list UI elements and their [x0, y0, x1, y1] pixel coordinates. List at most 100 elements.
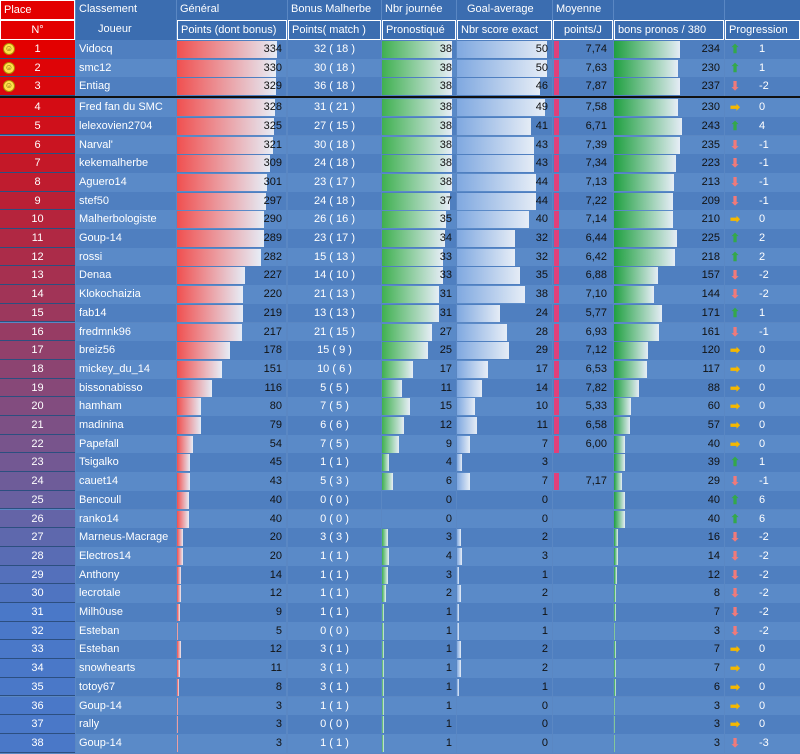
goal-average: 7 [457, 434, 552, 454]
place-number: 37 [31, 718, 44, 731]
player-name[interactable]: breiz56 [76, 341, 176, 360]
player-name[interactable]: Esteban [76, 621, 176, 641]
header-bons-blank [614, 0, 724, 20]
bons-pronos: 235 [614, 135, 724, 155]
bons-pronos-bar [614, 136, 680, 154]
general-points-value: 309 [263, 157, 282, 170]
general-points-value: 79 [269, 419, 282, 431]
progression: ⬇ -1 [725, 322, 800, 342]
player-name[interactable]: Goup-14 [76, 696, 176, 716]
place-number: 8 [34, 175, 41, 188]
player-name[interactable]: ranko14 [76, 509, 176, 529]
general-points: 321 [177, 135, 286, 155]
moyenne [553, 640, 613, 660]
nbr-journee-bar [382, 136, 452, 154]
nbr-journee: 1 [382, 733, 456, 753]
player-name[interactable]: totoy67 [76, 677, 176, 697]
moyenne [553, 696, 613, 716]
player-name[interactable]: hamham [76, 397, 176, 416]
general-points: 116 [177, 378, 286, 398]
general-points: 12 [177, 640, 286, 660]
bons-pronos-value: 16 [707, 531, 720, 544]
nbr-journee: 15 [382, 397, 456, 416]
player-name[interactable]: lecrotale [76, 584, 176, 603]
nbr-journee-bar [382, 323, 432, 341]
general-points-value: 328 [263, 101, 282, 114]
moyenne-value: 7,14 [585, 213, 607, 226]
player-name[interactable]: Vidocq [76, 40, 176, 59]
general-points-bar [177, 59, 276, 77]
place-cell: 10 [0, 210, 75, 229]
player-name[interactable]: Denaa [76, 266, 176, 286]
player-name[interactable]: Electros14 [76, 546, 176, 566]
player-name[interactable]: Anthony [76, 565, 176, 585]
progression: ⬆ 6 [725, 490, 800, 510]
arrow-right-icon: ➡ [729, 436, 741, 451]
general-points-value: 321 [263, 138, 282, 151]
goal-average: 0 [457, 715, 552, 734]
player-name[interactable]: Entiag [76, 77, 176, 97]
player-name[interactable]: Esteban [76, 640, 176, 660]
moyenne-bar [554, 41, 559, 58]
goal-average: 44 [457, 172, 552, 192]
moyenne-value: 7,10 [585, 288, 607, 301]
goal-average-value: 17 [535, 362, 548, 375]
general-points: 328 [177, 98, 286, 117]
goal-average-value: 1 [541, 680, 548, 693]
player-name[interactable]: Narval' [76, 135, 176, 155]
player-name[interactable]: madinina [76, 416, 176, 435]
bons-pronos: 237 [614, 77, 724, 97]
player-name[interactable]: smc12 [76, 58, 176, 78]
table-row: 9 stef50 297 24 ( 18 ) 37 44 7,22 209 ⬇ -1 [0, 191, 800, 211]
player-name[interactable]: fab14 [76, 303, 176, 323]
moyenne: 5,33 [553, 397, 613, 416]
player-name[interactable]: Goup-14 [76, 733, 176, 753]
player-name[interactable]: Papefall [76, 434, 176, 454]
nbr-journee-value: 38 [439, 101, 452, 114]
player-name[interactable]: Tsigalko [76, 453, 176, 473]
goal-average: 49 [457, 98, 552, 117]
bons-pronos-value: 7 [713, 662, 720, 675]
place-number: 35 [31, 680, 44, 693]
general-points-value: 12 [269, 587, 282, 600]
player-name[interactable]: Klokochaizia [76, 285, 176, 304]
progression-value: 2 [759, 232, 766, 244]
goal-average-bar [457, 59, 547, 77]
bons-pronos: 7 [614, 603, 724, 622]
player-name[interactable]: Malherbologiste [76, 210, 176, 229]
place-cell: 23 [0, 453, 75, 473]
player-name[interactable]: Bencoull [76, 490, 176, 510]
general-points: 178 [177, 341, 286, 360]
player-name[interactable]: Milh0use [76, 603, 176, 622]
player-name[interactable]: stef50 [76, 191, 176, 211]
nbr-journee-value: 11 [440, 381, 452, 394]
bonus-points: 3 ( 1 ) [288, 640, 381, 660]
table-row: 16 fredmnk96 217 21 ( 15 ) 27 28 6,93 161 ⬇ -1 [0, 322, 800, 342]
moyenne-bar [554, 435, 559, 453]
moyenne-bar [554, 248, 559, 266]
moyenne-value: 7,82 [585, 381, 607, 394]
player-name[interactable]: lelexovien2704 [76, 116, 176, 136]
arrow-right-icon: ➡ [729, 679, 741, 694]
table-row: 26 ranko14 40 0 ( 0 ) 0 0 40 ⬆ 6 [0, 509, 800, 529]
progression-value: 6 [759, 512, 766, 525]
bons-pronos: 3 [614, 621, 724, 641]
nbr-journee-value: 38 [439, 80, 452, 93]
player-name[interactable]: Aguero14 [76, 172, 176, 192]
player-name[interactable]: kekemalherbe [76, 154, 176, 173]
player-name[interactable]: cauet14 [76, 472, 176, 491]
general-points-value: 20 [269, 549, 282, 562]
nbr-journee-bar [382, 734, 384, 752]
player-name[interactable]: bissonabisso [76, 378, 176, 398]
player-name[interactable]: Goup-14 [76, 229, 176, 248]
player-name[interactable]: fredmnk96 [76, 322, 176, 342]
player-name[interactable]: snowhearts [76, 659, 176, 678]
player-name[interactable]: mickey_du_14 [76, 359, 176, 379]
player-name[interactable]: Fred fan du SMC [76, 98, 176, 117]
bonus-points: 5 ( 5 ) [288, 378, 381, 398]
player-name[interactable]: rossi [76, 247, 176, 267]
player-name[interactable]: Marneus-Macrage [76, 528, 176, 547]
place-number: 34 [31, 662, 44, 675]
player-name[interactable]: rally [76, 715, 176, 734]
progression: ➡ 0 [725, 397, 800, 416]
